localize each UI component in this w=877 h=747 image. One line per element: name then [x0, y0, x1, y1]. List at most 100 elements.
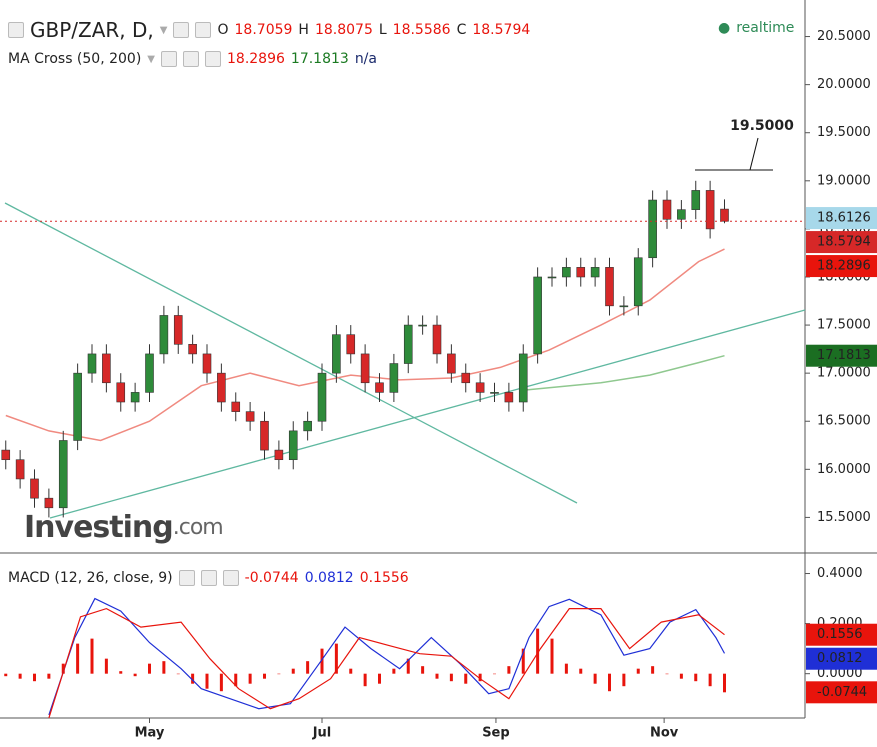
- line: [48, 607, 725, 719]
- histogram-bar: [104, 658, 108, 674]
- price-badge-label: 0.0812: [817, 651, 863, 666]
- icon[interactable]: [183, 51, 199, 67]
- ohlc-label: O: [217, 22, 229, 38]
- price-badge: [806, 681, 877, 704]
- candle-body: [562, 267, 571, 278]
- histogram-bar: [579, 668, 583, 674]
- histogram-bar: [4, 673, 8, 677]
- candle-body: [58, 440, 68, 509]
- candle-body: [648, 199, 657, 259]
- histogram-bar: [306, 661, 310, 674]
- icon[interactable]: [195, 22, 212, 38]
- histogram-bar: [234, 673, 238, 687]
- histogram-bar: [593, 673, 597, 684]
- indicator-value: 18.2896: [227, 51, 285, 67]
- histogram-bar: [162, 661, 166, 674]
- histogram-bar: [708, 673, 712, 687]
- collapse-button[interactable]: [8, 22, 24, 38]
- histogram-bar: [435, 673, 439, 679]
- histogram-bar: [449, 673, 453, 682]
- icon[interactable]: [178, 570, 195, 586]
- icon[interactable]: [200, 570, 217, 586]
- icon[interactable]: [222, 570, 239, 586]
- candle-body: [691, 190, 701, 210]
- candle-body: [288, 430, 298, 461]
- ohlc-label: C: [456, 22, 467, 38]
- caret[interactable]: ▼: [159, 24, 168, 36]
- ohlc-label: L: [378, 22, 387, 38]
- histogram-bar: [47, 673, 51, 679]
- trend-line: [4, 202, 578, 504]
- histogram-bar: [507, 666, 511, 674]
- y-tick-label: 20.5000: [817, 29, 871, 44]
- indicator-title: MA Cross (50, 200): [8, 51, 142, 67]
- candle-body: [30, 478, 39, 499]
- y-tick-label: 19.0000: [817, 173, 871, 188]
- candle-body: [231, 401, 241, 412]
- histogram-bar: [148, 663, 151, 674]
- indicator-value: 17.1813: [290, 51, 349, 67]
- indicator-row: MA Cross (50, 200) ▼ 18.2896 17.1813 n/a: [8, 51, 377, 67]
- x-tick-label: Sep: [482, 726, 510, 741]
- x-tick-label: Nov: [650, 726, 679, 741]
- histogram-bar: [406, 658, 410, 674]
- y-tick-label: 16.5000: [817, 414, 871, 429]
- price-badge-label: 18.2896: [817, 259, 871, 274]
- histogram-bar: [263, 673, 266, 679]
- histogram-bar: [493, 673, 496, 675]
- candle-body: [303, 420, 312, 432]
- ohlc-label: H: [298, 22, 309, 38]
- candle-body: [102, 353, 111, 384]
- candle-body: [403, 324, 413, 364]
- icon[interactable]: [161, 51, 177, 67]
- histogram-bar: [248, 673, 252, 684]
- candle-body: [217, 372, 226, 403]
- icon[interactable]: [205, 51, 221, 67]
- price-badge: [806, 255, 877, 278]
- ohlc-value: 18.7059: [234, 22, 293, 38]
- x-tick-label: Jul: [312, 726, 332, 741]
- symbol-title: GBP/ZAR, D,: [30, 18, 154, 42]
- indicator-value: 0.0812: [304, 570, 354, 586]
- candle-body: [619, 305, 629, 308]
- candle-body: [346, 334, 356, 355]
- histogram-bar: [421, 666, 425, 674]
- y-tick-label: 16.0000: [817, 462, 871, 477]
- candle-body: [87, 353, 97, 374]
- indicator-value: n/a: [354, 51, 377, 67]
- y-tick-label: 20.0000: [817, 77, 871, 92]
- candle-body: [332, 334, 341, 374]
- histogram-bar: [205, 673, 209, 689]
- icon[interactable]: [173, 22, 190, 38]
- caret[interactable]: ▼: [147, 53, 155, 65]
- legend-row: GBP/ZAR, D, ▼ O 18.7059 H 18.8075 L 18.5586…: [8, 18, 530, 42]
- price-badge: [806, 231, 877, 254]
- candle-body: [518, 353, 528, 403]
- indicator-value: -0.0744: [244, 570, 299, 586]
- candle-body: [418, 324, 427, 327]
- histogram-bar: [378, 673, 381, 684]
- histogram-bar: [191, 673, 195, 684]
- histogram-bar: [651, 666, 655, 674]
- candle-body: [245, 411, 255, 422]
- price-badge: [806, 623, 877, 646]
- histogram-bar: [564, 663, 568, 674]
- candle-body: [202, 353, 212, 374]
- histogram-bar: [349, 668, 353, 674]
- candle-body: [677, 209, 686, 220]
- candle-body: [389, 363, 399, 393]
- candle-body: [576, 267, 586, 278]
- candle-body: [317, 372, 327, 422]
- histogram-bar: [76, 643, 80, 674]
- candle-body: [73, 372, 82, 441]
- histogram-bar: [219, 673, 223, 692]
- histogram-bar: [320, 648, 324, 674]
- histogram-bar: [665, 673, 669, 675]
- histogram-bar: [18, 673, 22, 679]
- y-tick-label: 0.4000: [817, 566, 863, 581]
- candle-body: [590, 267, 600, 278]
- price-badge-label: 0.1556: [817, 627, 863, 642]
- x-tick-label: May: [135, 726, 165, 741]
- candle-body: [432, 324, 442, 355]
- histogram-bar: [176, 673, 180, 675]
